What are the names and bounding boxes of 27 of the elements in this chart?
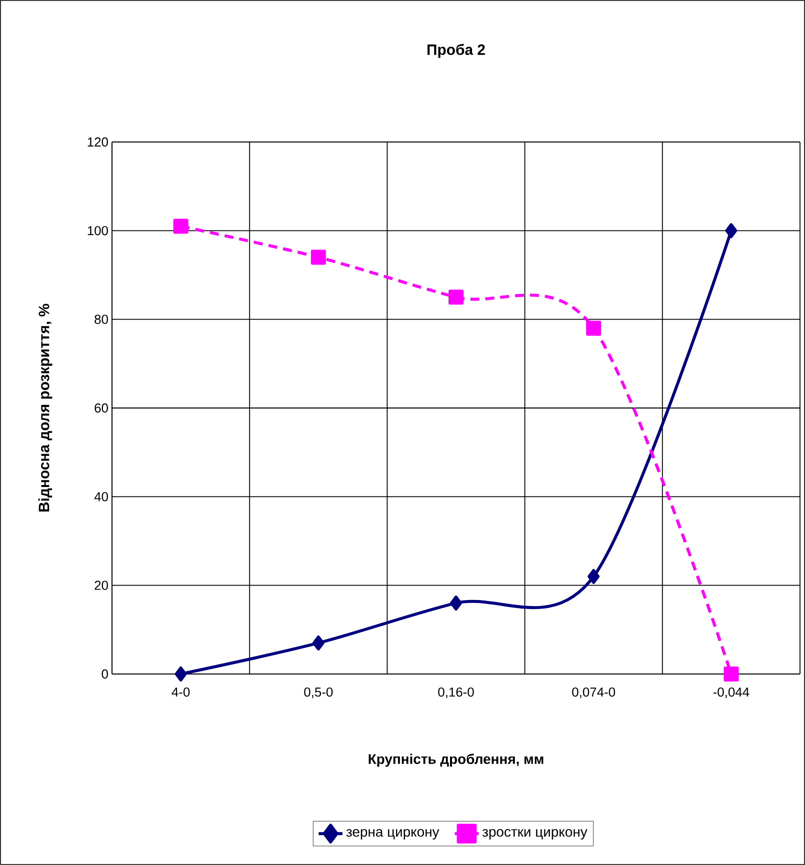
point	[450, 596, 462, 611]
y-tick-label: 0	[102, 669, 108, 679]
x-tick-label: 4-0	[172, 688, 190, 697]
point	[173, 218, 188, 234]
point	[725, 223, 738, 238]
chart-title: Проба 2	[428, 44, 485, 58]
x-tick-label: 0,5-0	[304, 688, 333, 698]
y-axis-title: Відносна доля розкриття, %	[38, 304, 52, 512]
point	[310, 250, 326, 265]
legend-label: зерна циркону	[346, 829, 440, 840]
point	[586, 320, 602, 336]
x-tick-label: 0,074-0	[572, 688, 616, 698]
y-tick-label: 80	[94, 314, 108, 324]
y-tick-label: 120	[88, 137, 108, 147]
legend-label: зростки циркону	[482, 829, 588, 840]
y-tick-label: 40	[94, 492, 108, 502]
point	[448, 290, 464, 305]
y-tick-label: 100	[88, 226, 108, 236]
point	[724, 666, 739, 682]
y-tick-label: 60	[94, 403, 108, 413]
x-axis-title: Крупність дроблення, мм	[368, 754, 544, 767]
x-tick-label: -0,044	[713, 688, 750, 698]
point	[312, 635, 324, 650]
x-tick-label: 0,16-0	[438, 688, 474, 698]
point	[174, 666, 187, 682]
y-tick-label: 20	[94, 580, 108, 590]
point	[588, 568, 600, 584]
